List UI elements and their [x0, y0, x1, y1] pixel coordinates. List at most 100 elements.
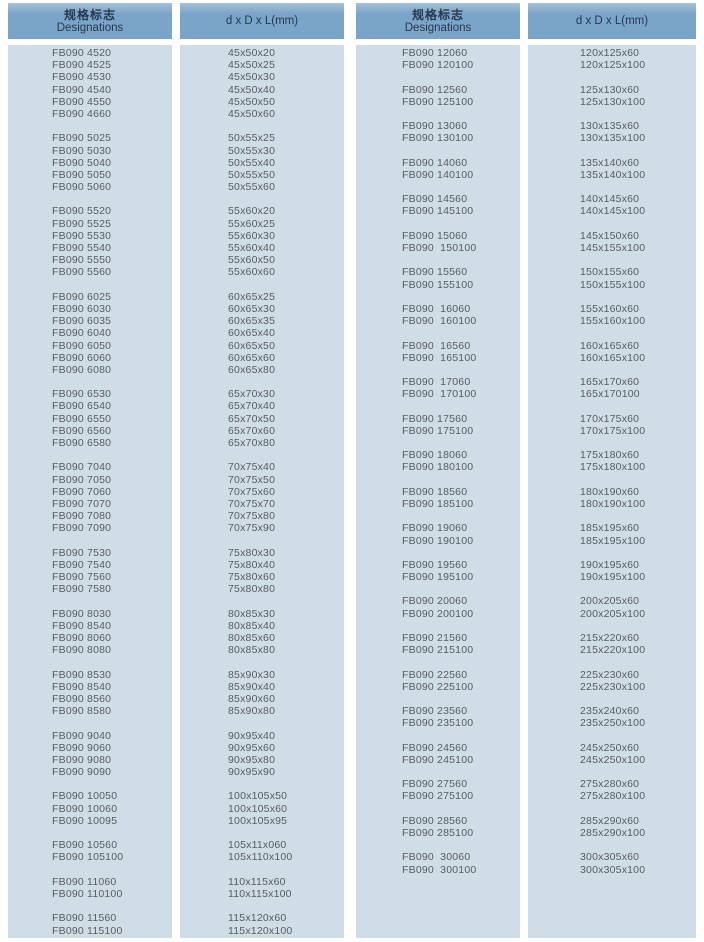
- dimensions-header-label: d x D x L(mm): [225, 14, 299, 27]
- spec-group: FB090 8030 FB090 8540 FB090 8060 FB090 8080: [52, 608, 172, 657]
- designation-cell: FB090 300100: [402, 863, 477, 876]
- designation-cell: FB090 215100: [402, 644, 474, 657]
- dimension-cell: 60x65x50: [228, 339, 276, 352]
- spec-group: FB090 18560 FB090 185100: [402, 486, 520, 510]
- designation-cell: FB090 7080: [52, 510, 112, 523]
- designation-cell: FB090 120100: [402, 59, 474, 72]
- dimension-cell: 45x50x60: [228, 107, 276, 120]
- dimension-cell: 125x130x100: [580, 95, 646, 108]
- designation-cell: FB090 15060: [402, 229, 468, 242]
- designation-cell: FB090 6060: [52, 351, 112, 364]
- designation-cell: FB090 8060: [52, 632, 112, 644]
- dimension-cell: 125x130x60: [580, 83, 640, 96]
- dimension-cell: 55x60x60: [228, 266, 276, 279]
- right-dimensions-column: d x D x L(mm) 120x125x60 120x125x100 125x1…: [528, 0, 696, 942]
- designation-cell: FB090 6540: [52, 400, 112, 413]
- spec-group: FB090 15560 FB090 155100: [402, 266, 520, 290]
- spec-group: 130x135x60 130x135x100: [580, 120, 696, 144]
- spec-group: 85x90x30 85x90x40 85x90x60 85x90x80: [228, 669, 344, 718]
- spec-group: 155x160x60 155x160x100: [580, 303, 696, 327]
- designation-cell: FB090 19560: [402, 558, 468, 571]
- designation-cell: FB090 9060: [52, 741, 112, 754]
- spec-group: FB090 16060 FB090 160100: [402, 303, 520, 327]
- dimension-cell: 65x70x40: [228, 400, 276, 413]
- designation-cell: FB090 6580: [52, 437, 112, 449]
- spec-group: 80x85x30 80x85x40 80x85x60 80x85x80: [228, 608, 344, 657]
- spec-group: 115x120x60 115x120x100: [228, 912, 344, 936]
- designation-cell: FB090 4520: [52, 47, 112, 59]
- designation-cell: FB090 9080: [52, 753, 112, 766]
- spec-group: FB090 7040 FB090 7050 FB090 7060 FB090 7070…: [52, 461, 172, 534]
- dimension-cell: 60x65x25: [228, 290, 276, 303]
- spec-group: 125x130x60 125x130x100: [580, 84, 696, 108]
- designation-cell: FB090 8540: [52, 619, 112, 632]
- dimension-cell: 80x85x40: [228, 619, 276, 632]
- dimension-cell: 185x195x100: [580, 534, 646, 547]
- spec-group: FB090 19560 FB090 195100: [402, 559, 520, 583]
- spec-group: FB090 6530 FB090 6540 FB090 6550 FB090 6560…: [52, 388, 172, 449]
- dimension-cell: 215x220x60: [580, 632, 640, 644]
- spec-group: 150x155x60 150x155x100: [580, 266, 696, 290]
- dimension-cell: 190x195x100: [580, 571, 646, 584]
- designation-cell: FB090 11060: [52, 875, 117, 888]
- dimension-cell: 110x115x100: [228, 887, 292, 900]
- designation-cell: FB090 8530: [52, 668, 112, 681]
- designation-cell: FB090 19060: [402, 522, 468, 535]
- designation-cell: FB090 5525: [52, 217, 112, 230]
- designation-cell: FB090 150100: [402, 242, 477, 254]
- dimension-cell: 200x205x100: [580, 607, 646, 620]
- designation-cell: FB090 6080: [52, 363, 112, 376]
- dimension-cell: 235x250x100: [580, 717, 646, 730]
- dimension-cell: 140x145x100: [580, 205, 646, 218]
- spec-group: FB090 23560 FB090 235100: [402, 705, 520, 729]
- dimension-cell: 80x85x80: [228, 644, 276, 657]
- dimension-cell: 130x135x100: [580, 132, 646, 145]
- dimension-cell: 105x110x100: [228, 851, 293, 864]
- dimension-cell: 85x90x60: [228, 692, 276, 705]
- designation-cell: FB090 5040: [52, 156, 112, 169]
- designation-cell: FB090 21560: [402, 632, 468, 644]
- dimension-cell: 245x250x100: [580, 753, 646, 766]
- designations-header-en: Designations: [404, 21, 472, 34]
- designation-cell: FB090 16060: [402, 302, 471, 315]
- dimension-cell: 45x50x40: [228, 83, 276, 96]
- designation-cell: FB090 22560: [402, 668, 468, 681]
- spec-group: 185x195x60 185x195x100: [580, 522, 696, 546]
- designation-cell: FB090 20060: [402, 595, 468, 608]
- designation-cell: FB090 13060: [402, 120, 468, 133]
- spec-group: 160x165x60 160x165x100: [580, 340, 696, 364]
- dimension-cell: 55x60x50: [228, 254, 276, 267]
- designation-cell: FB090 8030: [52, 607, 112, 620]
- designation-cell: FB090 27560: [402, 778, 468, 791]
- dimension-cell: 70x75x50: [228, 473, 276, 486]
- designation-cell: FB090 6030: [52, 302, 112, 315]
- designation-cell: FB090 125100: [402, 95, 474, 108]
- designation-cell: FB090 6560: [52, 424, 112, 437]
- spec-group: 105x11x060 105x110x100: [228, 839, 344, 863]
- spec-group: 55x60x20 55x60x25 55x60x30 55x60x40 55x60x50…: [228, 205, 344, 278]
- designations-list-right: FB090 12060 FB090 120100 FB090 12560 FB090 …: [356, 45, 520, 938]
- dimension-cell: 45x50x50: [228, 95, 276, 108]
- dimension-cell: 70x75x90: [228, 522, 276, 535]
- spec-group: 190x195x60 190x195x100: [580, 559, 696, 583]
- spec-group: 135x140x60 135x140x100: [580, 157, 696, 181]
- designation-cell: FB090 18060: [402, 449, 468, 462]
- spec-group: FB090 27560 FB090 275100: [402, 778, 520, 802]
- designation-cell: FB090 12060: [402, 47, 468, 59]
- dimension-cell: 65x70x50: [228, 412, 276, 425]
- spec-group: FB090 24560 FB090 245100: [402, 742, 520, 766]
- designation-cell: FB090 24560: [402, 741, 468, 754]
- designation-cell: FB090 5560: [52, 266, 112, 279]
- designation-cell: FB090 115100: [52, 924, 123, 937]
- designation-cell: FB090 11560: [52, 912, 117, 925]
- designation-cell: FB090 10060: [52, 802, 118, 815]
- spec-group: 235x240x60 235x250x100: [580, 705, 696, 729]
- dimension-cell: 175x180x60: [580, 449, 640, 462]
- dimension-cell: 65x70x80: [228, 437, 276, 449]
- spec-group: FB090 6025 FB090 6030 FB090 6035 FB090 6040…: [52, 291, 172, 376]
- dimension-cell: 75x80x40: [228, 558, 276, 571]
- dimensions-list-left: 45x50x20 45x50x25 45x50x30 45x50x40 45x50x50…: [180, 45, 344, 938]
- designation-cell: FB090 7070: [52, 497, 112, 510]
- designation-cell: FB090 10050: [52, 790, 118, 803]
- dimension-cell: 100x105x95: [228, 814, 288, 827]
